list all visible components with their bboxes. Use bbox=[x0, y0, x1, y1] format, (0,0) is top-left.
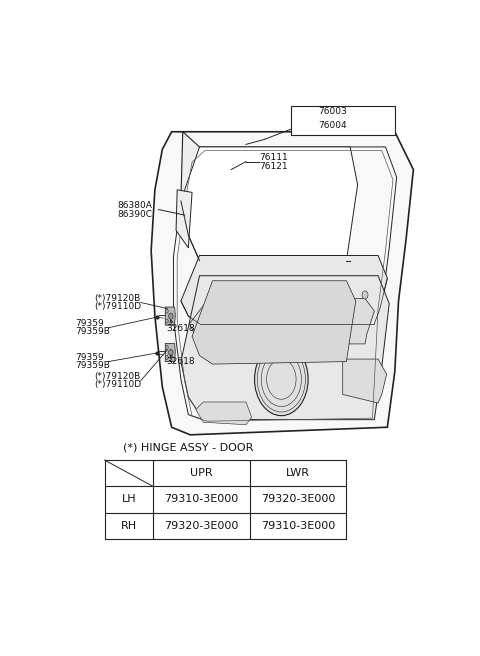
Text: 76004: 76004 bbox=[319, 121, 347, 130]
Text: 79310-3E000: 79310-3E000 bbox=[164, 495, 239, 504]
Text: 32618: 32618 bbox=[167, 357, 195, 366]
Text: 79359: 79359 bbox=[76, 353, 104, 362]
Text: 86390C: 86390C bbox=[118, 210, 153, 218]
Polygon shape bbox=[196, 402, 252, 424]
Circle shape bbox=[165, 319, 168, 323]
Text: 76121: 76121 bbox=[259, 161, 288, 171]
Circle shape bbox=[165, 309, 168, 313]
Bar bbox=[290, 106, 395, 135]
Polygon shape bbox=[289, 307, 342, 329]
Text: 79310-3E000: 79310-3E000 bbox=[261, 521, 335, 531]
Text: 79359B: 79359B bbox=[76, 327, 110, 337]
Polygon shape bbox=[151, 132, 413, 435]
Text: 79359B: 79359B bbox=[76, 361, 110, 370]
Text: UPR: UPR bbox=[190, 468, 213, 478]
Circle shape bbox=[168, 313, 173, 319]
Polygon shape bbox=[181, 255, 387, 323]
Polygon shape bbox=[343, 359, 386, 403]
Text: 86380A: 86380A bbox=[118, 201, 153, 209]
Text: 32618: 32618 bbox=[167, 324, 195, 333]
Text: (*)79110D: (*)79110D bbox=[94, 380, 141, 389]
Text: 76003: 76003 bbox=[319, 107, 348, 116]
Text: 76111: 76111 bbox=[259, 152, 288, 161]
Text: (*)79120B: (*)79120B bbox=[94, 372, 141, 381]
Polygon shape bbox=[181, 276, 389, 420]
Polygon shape bbox=[181, 147, 358, 260]
Circle shape bbox=[254, 343, 308, 416]
Text: LWR: LWR bbox=[286, 468, 310, 478]
Text: (*)79120B: (*)79120B bbox=[94, 294, 141, 303]
Polygon shape bbox=[165, 307, 175, 325]
Polygon shape bbox=[190, 298, 374, 344]
Text: 79320-3E000: 79320-3E000 bbox=[164, 521, 239, 531]
Polygon shape bbox=[181, 132, 200, 220]
Text: RH: RH bbox=[121, 521, 137, 531]
Text: LH: LH bbox=[121, 495, 136, 504]
Circle shape bbox=[168, 350, 173, 356]
Text: 79359: 79359 bbox=[76, 319, 104, 328]
Circle shape bbox=[362, 291, 368, 299]
Polygon shape bbox=[192, 281, 356, 364]
Polygon shape bbox=[176, 190, 192, 248]
Polygon shape bbox=[165, 343, 175, 361]
Text: (*)79110D: (*)79110D bbox=[94, 302, 141, 311]
Text: 79320-3E000: 79320-3E000 bbox=[261, 495, 335, 504]
Circle shape bbox=[165, 346, 168, 350]
Circle shape bbox=[165, 356, 168, 359]
Text: (*) HINGE ASSY - DOOR: (*) HINGE ASSY - DOOR bbox=[123, 442, 253, 453]
